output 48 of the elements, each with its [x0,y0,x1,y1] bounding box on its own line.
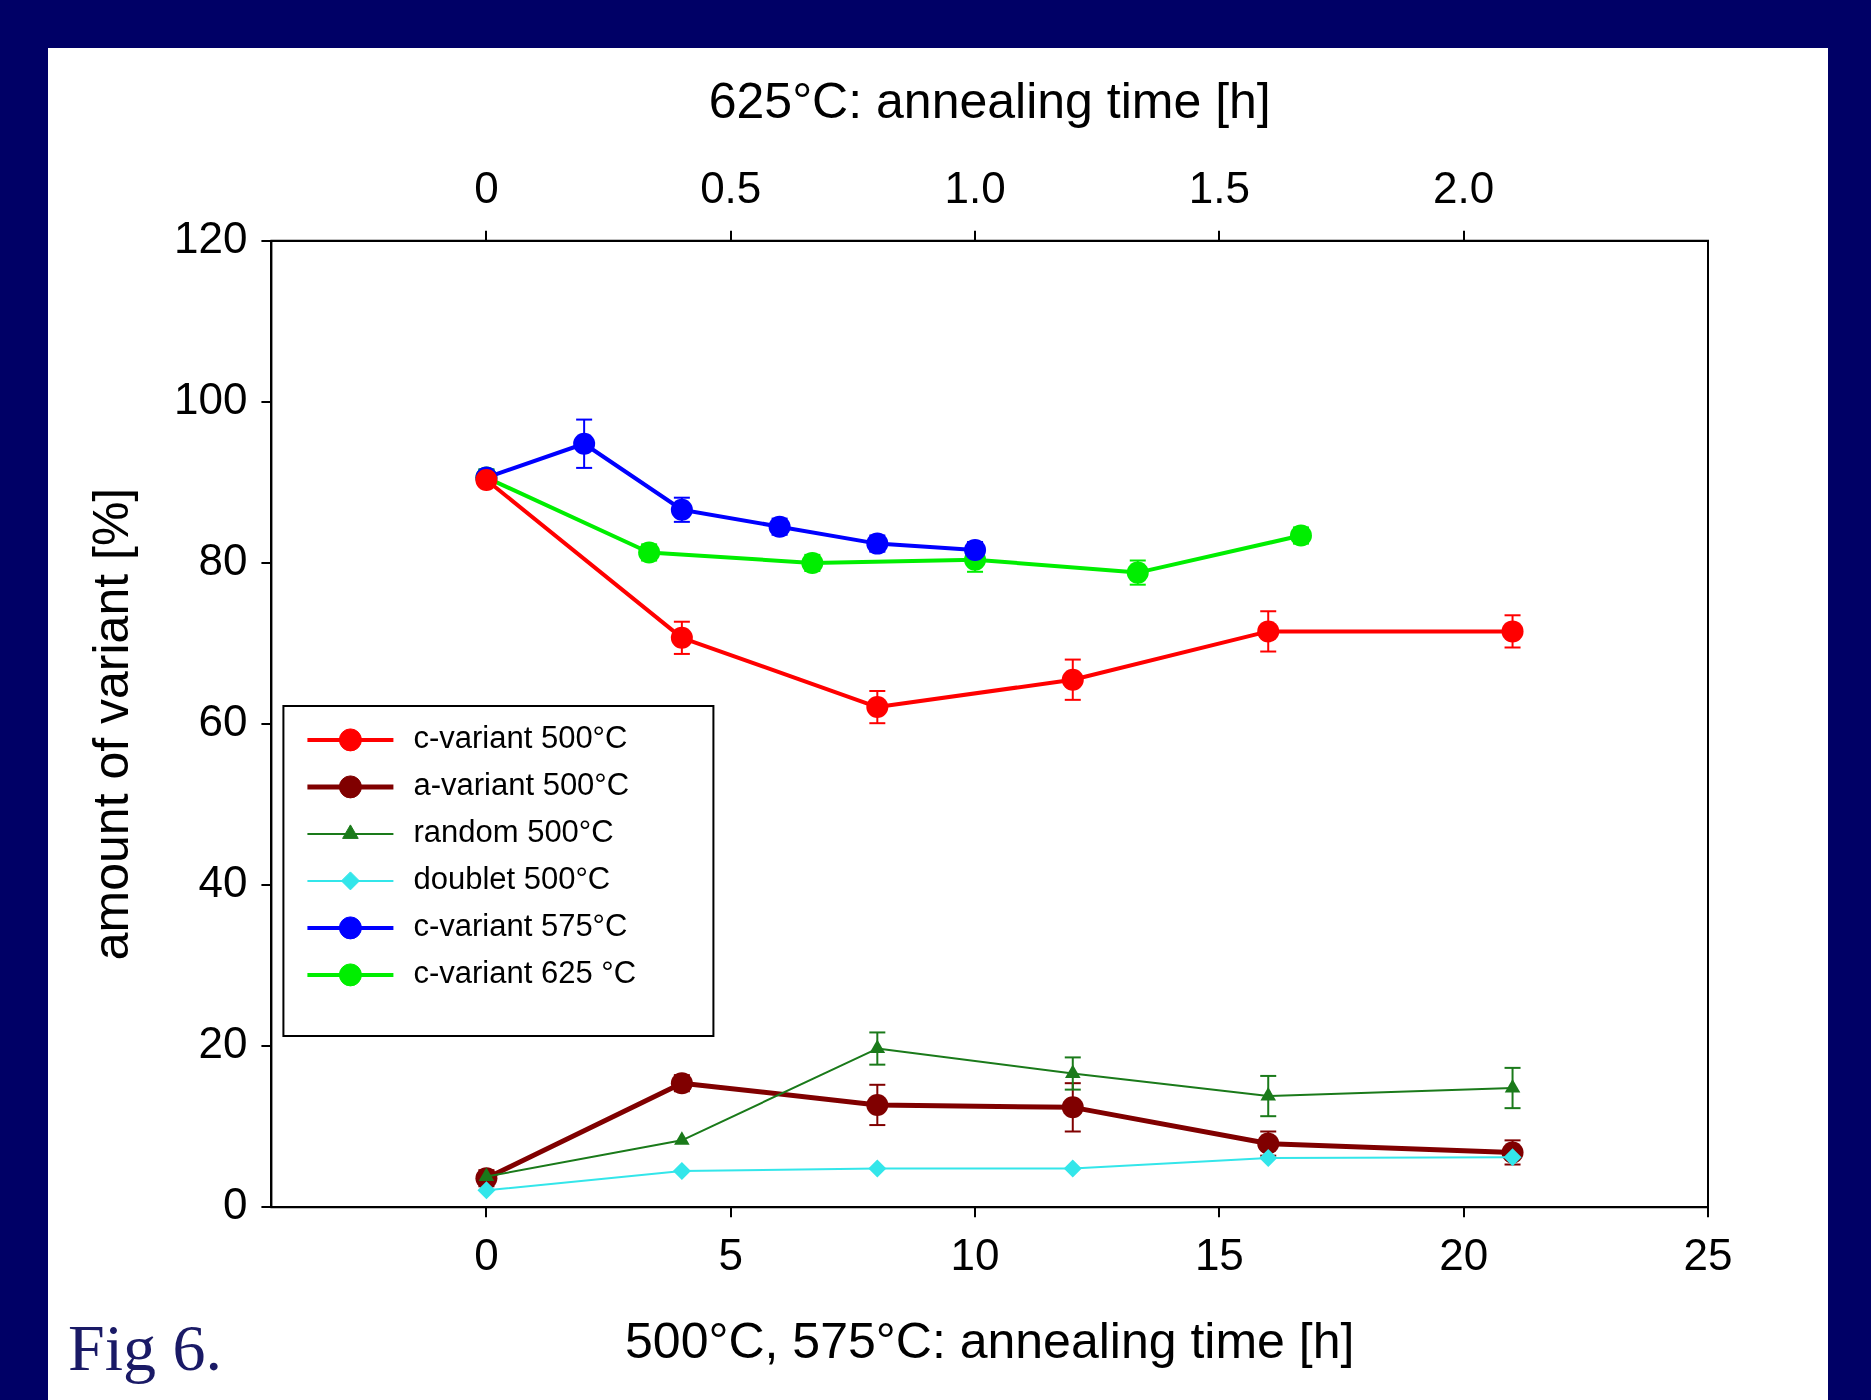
x2-tick-label: 1.5 [1188,162,1250,212]
x2-tick-label: 0.5 [700,162,762,212]
x-tick-label: 10 [950,1229,1000,1279]
legend-label: a-variant 500°C [413,767,630,803]
point [573,432,596,455]
x2-axis-title: 625°C: annealing time [h] [708,72,1271,129]
point [477,1181,496,1200]
x2-tick-label: 1.0 [944,162,1006,212]
x-axis-title: 500°C, 575°C: annealing time [h] [625,1312,1355,1369]
x2-tick-label: 0 [474,162,499,212]
legend-label: c-variant 625 °C [413,955,637,991]
point [1064,1064,1081,1079]
point [672,1161,691,1180]
point [1061,668,1084,691]
point [1063,1159,1082,1178]
point [1061,1096,1084,1119]
point [866,1093,889,1116]
point [1259,1149,1278,1168]
point [964,539,987,562]
y-tick-label: 20 [198,1018,248,1068]
y-tick-label: 60 [198,696,248,746]
x-tick-label: 25 [1683,1229,1733,1279]
point [1501,620,1524,643]
y-tick-label: 120 [173,212,248,262]
x-tick-label: 0 [474,1229,499,1279]
y-tick-label: 0 [222,1179,248,1229]
legend-label: random 500°C [413,814,614,850]
legend-label: c-variant 500°C [413,720,628,756]
x2-tick-label: 2.0 [1433,162,1495,212]
y-tick-label: 80 [198,535,248,585]
point [869,1039,886,1054]
y-tick-label: 40 [198,857,248,907]
x-tick-label: 20 [1439,1229,1489,1279]
point [1503,1148,1522,1167]
point [1257,620,1280,643]
x-tick-label: 5 [718,1229,743,1279]
caption: Fig 6. [68,1311,223,1384]
point [674,1131,690,1145]
point [1504,1079,1521,1093]
legend-label: doublet 500°C [413,861,611,897]
y-axis-title: amount of variant [%] [82,487,139,961]
y-tick-label: 100 [173,374,248,424]
point [1260,1087,1277,1101]
point [866,696,889,719]
point [670,626,693,649]
x-tick-label: 15 [1194,1229,1244,1279]
legend-label: c-variant 575°C [413,908,628,944]
point [868,1159,887,1178]
